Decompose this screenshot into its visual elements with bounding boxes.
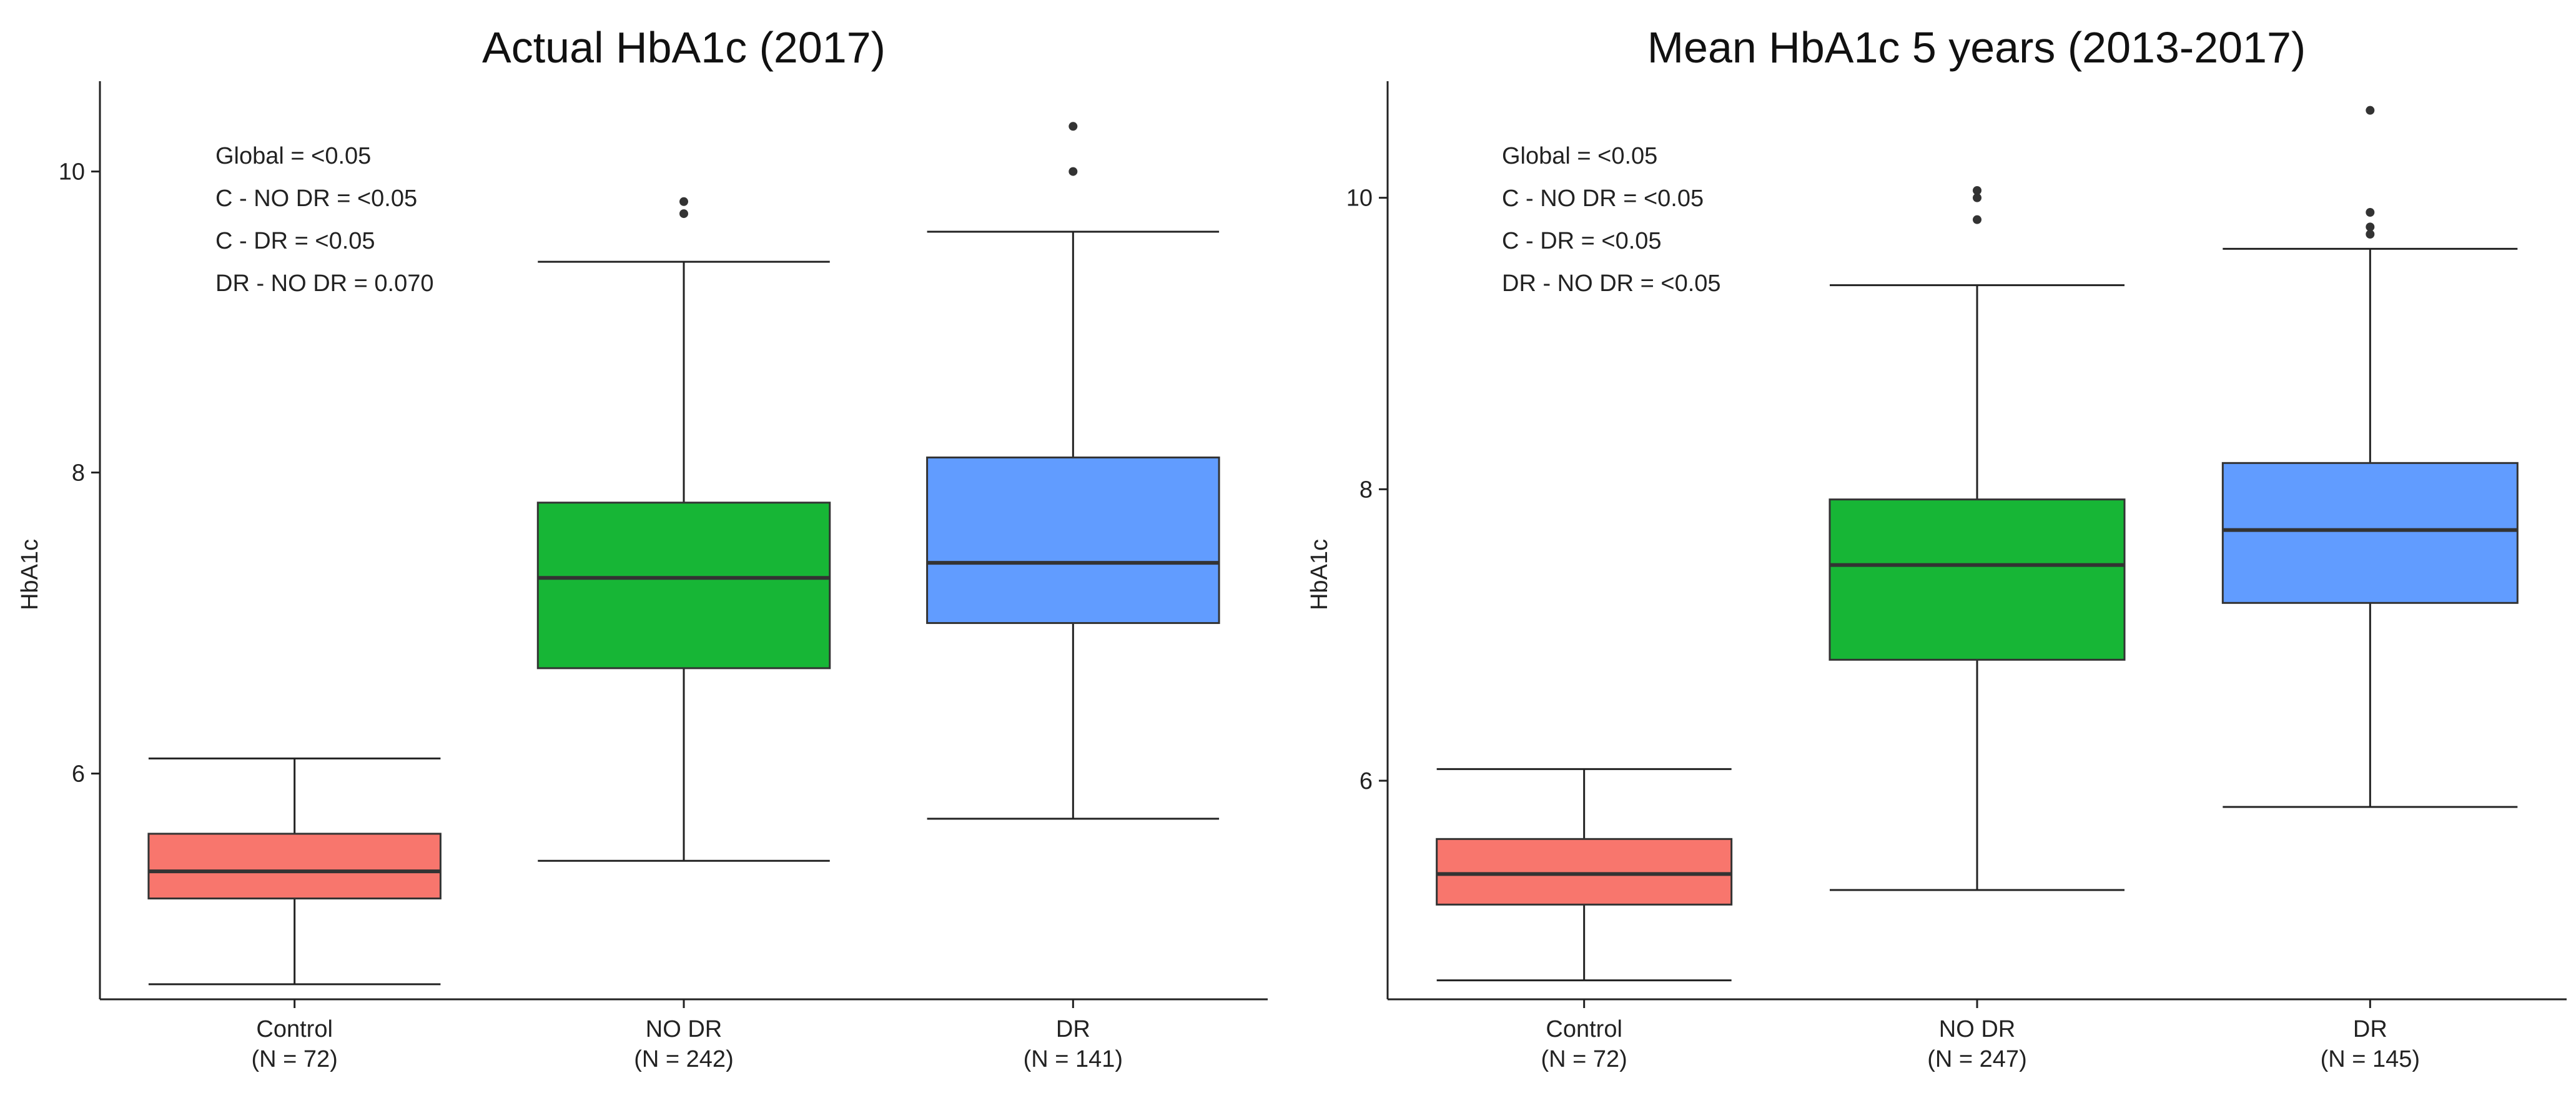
x-tick-sample-size: (N = 141) xyxy=(1024,1046,1123,1072)
p-value-annotation: C - DR = <0.05 xyxy=(215,228,375,254)
outlier-point xyxy=(2366,106,2375,115)
y-tick-label: 6 xyxy=(1360,768,1373,794)
chart-marks: 6 8 10 Control (N = 72) NO DR (N = 247) DR (N = … xyxy=(1346,81,2567,1072)
x-tick-sample-size: (N = 72) xyxy=(1541,1046,1627,1072)
x-tick-label: Control xyxy=(1546,1016,1622,1042)
p-value-annotation: DR - NO DR = 0.070 xyxy=(215,270,434,297)
box-no-dr xyxy=(536,197,831,862)
y-tick-label: 8 xyxy=(72,460,85,487)
p-value-annotation: C - NO DR = <0.05 xyxy=(215,185,417,212)
chart-title: Mean HbA1c 5 years (2013-2017) xyxy=(1647,23,2306,72)
y-tick-label: 8 xyxy=(1360,477,1373,503)
outlier-point xyxy=(679,209,688,219)
p-value-annotation: C - DR = <0.05 xyxy=(1502,228,1662,254)
outlier-point xyxy=(1068,122,1078,131)
box-no-dr xyxy=(1828,186,2126,891)
x-tick-sample-size: (N = 72) xyxy=(252,1046,338,1072)
box-iqr xyxy=(536,502,831,670)
y-tick-label: 10 xyxy=(1346,185,1373,212)
chart-title: Actual HbA1c (2017) xyxy=(482,23,886,72)
y-axis-label: HbA1c xyxy=(1306,539,1333,610)
box-control xyxy=(147,757,442,986)
p-value-annotation: DR - NO DR = <0.05 xyxy=(1502,270,1721,297)
y-tick-label: 6 xyxy=(72,761,85,788)
y-tick-label: 10 xyxy=(59,159,85,185)
x-tick-label: DR xyxy=(1056,1016,1090,1042)
outlier-point xyxy=(2366,230,2375,239)
outlier-point xyxy=(1973,193,1981,202)
p-value-annotation: C - NO DR = <0.05 xyxy=(1502,185,1704,212)
box-control xyxy=(1436,768,1733,982)
box-iqr xyxy=(2221,462,2519,604)
chart-marks: 6 8 10 Control (N = 72) NO DR (N = 242) DR (N = … xyxy=(59,81,1268,1072)
outlier-point xyxy=(2366,222,2375,232)
x-tick-label: DR xyxy=(2353,1016,2387,1042)
box-iqr xyxy=(1828,498,2126,661)
p-value-annotation: Global = <0.05 xyxy=(1502,143,1657,169)
outlier-point xyxy=(1973,186,1981,195)
outlier-point xyxy=(1068,167,1078,176)
x-tick-label: NO DR xyxy=(646,1016,722,1042)
box-iqr xyxy=(147,833,442,900)
box-dr xyxy=(926,122,1220,820)
x-tick-sample-size: (N = 145) xyxy=(2321,1046,2420,1072)
x-tick-label: NO DR xyxy=(1939,1016,2015,1042)
outlier-point xyxy=(2366,208,2375,217)
x-tick-label: Control xyxy=(256,1016,333,1042)
x-tick-sample-size: (N = 247) xyxy=(1927,1046,2026,1072)
y-axis-label: HbA1c xyxy=(17,539,43,610)
p-value-annotation: Global = <0.05 xyxy=(215,143,371,169)
chart-panel-mean-hba1c: Mean HbA1c 5 years (2013-2017) HbA1c 6 8 1… xyxy=(1306,23,2567,1072)
x-tick-sample-size: (N = 242) xyxy=(634,1046,733,1072)
box-iqr xyxy=(1436,838,1733,906)
box-iqr xyxy=(926,456,1220,625)
box-dr xyxy=(2221,106,2519,808)
outlier-point xyxy=(1973,215,1981,224)
outlier-point xyxy=(679,197,688,206)
chart-panel-actual-hba1c: Actual HbA1c (2017) HbA1c 6 8 10 Control (N … xyxy=(17,23,1268,1072)
